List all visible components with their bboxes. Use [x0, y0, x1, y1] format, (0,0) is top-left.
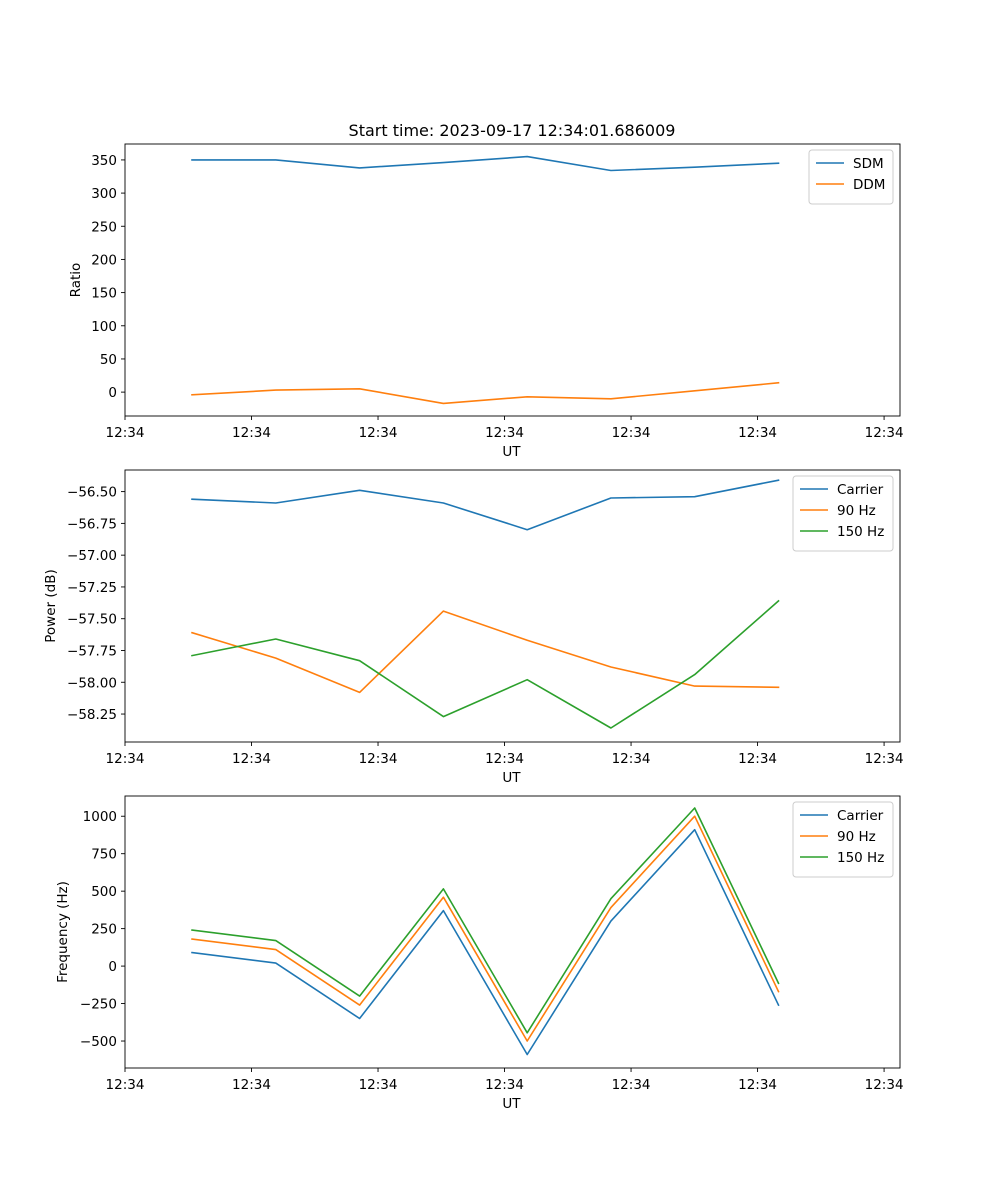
series-line-150-hz [191, 599, 780, 729]
x-tick-label: 12:34 [232, 751, 271, 767]
x-tick-label: 12:34 [865, 1077, 904, 1093]
x-tick-label: 12:34 [485, 425, 524, 441]
x-tick-label: 12:34 [106, 425, 145, 441]
legend-label: DDM [853, 177, 885, 193]
x-tick-label: 12:34 [612, 751, 651, 767]
y-tick-label: −500 [80, 1034, 117, 1050]
y-tick-label: 250 [91, 219, 117, 235]
series-line-90-hz [191, 815, 780, 1042]
subplot-3: 12:34 12:34 12:34 12:34 12:34 12:34 12:34 −500 −… [55, 795, 904, 1112]
series-line-sdm [191, 155, 780, 172]
chart-title: Start time: 2023-09-17 12:34:01.686009 [349, 121, 676, 140]
subplot-2: 12:34 12:34 12:34 12:34 12:34 12:34 12:34 −58.2… [43, 469, 904, 786]
series-line-carrier [191, 828, 780, 1056]
y-tick-label: −57.50 [67, 612, 117, 628]
y-tick-label: −57.00 [67, 548, 117, 564]
y-tick-label: 300 [91, 186, 117, 202]
y-tick-label: −56.75 [67, 516, 117, 532]
x-tick-label: 12:34 [359, 1077, 398, 1093]
subplot-1: 12:34 12:34 12:34 12:34 12:34 12:34 12:34 0 50 10… [68, 143, 904, 460]
legend-box [792, 801, 894, 878]
x-axis-label: UT [502, 1096, 521, 1112]
y-tick-label: −250 [80, 997, 117, 1013]
y-tick-label: −57.25 [67, 580, 117, 596]
x-tick-label: 12:34 [738, 751, 777, 767]
y-tick-label: −58.00 [67, 675, 117, 691]
legend-label: SDM [853, 156, 884, 172]
x-axis-label: UT [502, 770, 521, 786]
legend-label: 150 Hz [837, 524, 884, 540]
x-tick-label: 12:34 [359, 425, 398, 441]
legend-label: Carrier [837, 808, 884, 824]
y-tick-label: 1000 [83, 809, 117, 825]
legend-label: Carrier [837, 482, 884, 498]
y-tick-label: −58.25 [67, 707, 117, 723]
x-tick-label: 12:34 [612, 425, 651, 441]
y-tick-label: −57.75 [67, 643, 117, 659]
series-line-carrier [191, 479, 780, 531]
series-line-ddm [191, 381, 780, 405]
axes-frame [124, 795, 901, 1069]
x-tick-label: 12:34 [232, 1077, 271, 1093]
x-tick-label: 12:34 [485, 1077, 524, 1093]
legend-label: 150 Hz [837, 850, 884, 866]
y-tick-label: 100 [91, 319, 117, 335]
y-tick-label: 150 [91, 286, 117, 302]
axes-frame [124, 469, 901, 743]
y-axis-label: Frequency (Hz) [55, 881, 71, 983]
legend-box [792, 475, 894, 552]
x-tick-label: 12:34 [738, 1077, 777, 1093]
x-tick-label: 12:34 [865, 751, 904, 767]
y-axis-label: Ratio [68, 263, 84, 298]
axes-frame [124, 143, 901, 417]
y-tick-label: 250 [91, 922, 117, 938]
legend: Carrier 90 Hz 150 Hz [792, 475, 894, 552]
legend: SDM DDM [808, 149, 894, 205]
y-tick-label: −56.50 [67, 485, 117, 501]
x-tick-label: 12:34 [232, 425, 271, 441]
x-tick-label: 12:34 [865, 425, 904, 441]
x-tick-label: 12:34 [485, 751, 524, 767]
legend-label: 90 Hz [837, 829, 876, 845]
y-tick-label: 50 [100, 352, 117, 368]
x-tick-label: 12:34 [359, 751, 398, 767]
legend: Carrier 90 Hz 150 Hz [792, 801, 894, 878]
y-tick-label: 200 [91, 252, 117, 268]
legend-label: 90 Hz [837, 503, 876, 519]
x-tick-label: 12:34 [106, 751, 145, 767]
y-tick-label: 0 [108, 385, 117, 401]
y-tick-label: 750 [91, 847, 117, 863]
x-tick-label: 12:34 [612, 1077, 651, 1093]
series-line-150-hz [191, 807, 780, 1034]
x-axis-label: UT [502, 444, 521, 460]
x-tick-label: 12:34 [106, 1077, 145, 1093]
y-tick-label: 500 [91, 884, 117, 900]
y-axis-label: Power (dB) [43, 569, 59, 642]
series-line-90-hz [191, 610, 780, 694]
y-tick-label: 0 [108, 959, 117, 975]
x-tick-label: 12:34 [738, 425, 777, 441]
y-tick-label: 350 [91, 153, 117, 169]
